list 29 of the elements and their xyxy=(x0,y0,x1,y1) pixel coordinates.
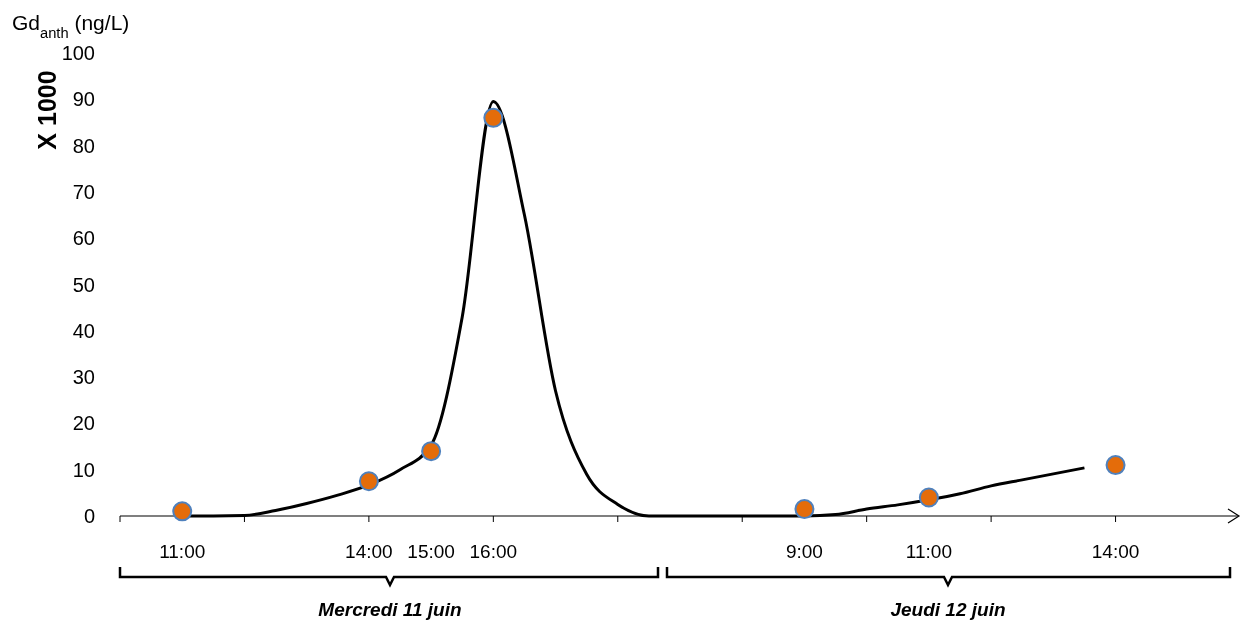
x-tick-label: 15:00 xyxy=(407,541,455,562)
y-tick-label: 100 xyxy=(61,42,95,64)
point xyxy=(358,471,379,492)
y-tick-label: 50 xyxy=(72,273,95,296)
point xyxy=(172,501,193,522)
y-tick-label: 10 xyxy=(72,458,95,481)
point xyxy=(483,107,504,128)
x-tick-label: 9:00 xyxy=(785,541,823,562)
point xyxy=(421,441,442,462)
text: Jeudi 12 juin xyxy=(890,599,1006,620)
point xyxy=(794,499,815,520)
y-axis-title: X 1000 xyxy=(33,70,61,150)
y-tick-label: 20 xyxy=(72,412,95,435)
point xyxy=(918,487,939,508)
x-tick-label: 16:00 xyxy=(469,541,518,562)
y-tick-label: 90 xyxy=(72,88,95,111)
y-tick-label: 70 xyxy=(72,180,95,203)
point xyxy=(1105,455,1126,476)
y-tick-label: 0 xyxy=(83,505,95,527)
x-tick-label: 11:00 xyxy=(159,541,206,562)
y-tick-label: 40 xyxy=(72,319,95,342)
text: Mercredi 11 juin xyxy=(318,599,462,620)
x-tick-label: 11:00 xyxy=(905,541,952,562)
y-tick-label: 30 xyxy=(72,366,95,389)
x-tick-label: 14:00 xyxy=(1091,541,1140,562)
y-tick-label: 80 xyxy=(72,134,95,157)
chart-title: Gd$_{anth}$ (ng/L) xyxy=(12,11,130,41)
x-tick-label: 14:00 xyxy=(345,541,393,562)
y-tick-label: 60 xyxy=(72,227,95,250)
